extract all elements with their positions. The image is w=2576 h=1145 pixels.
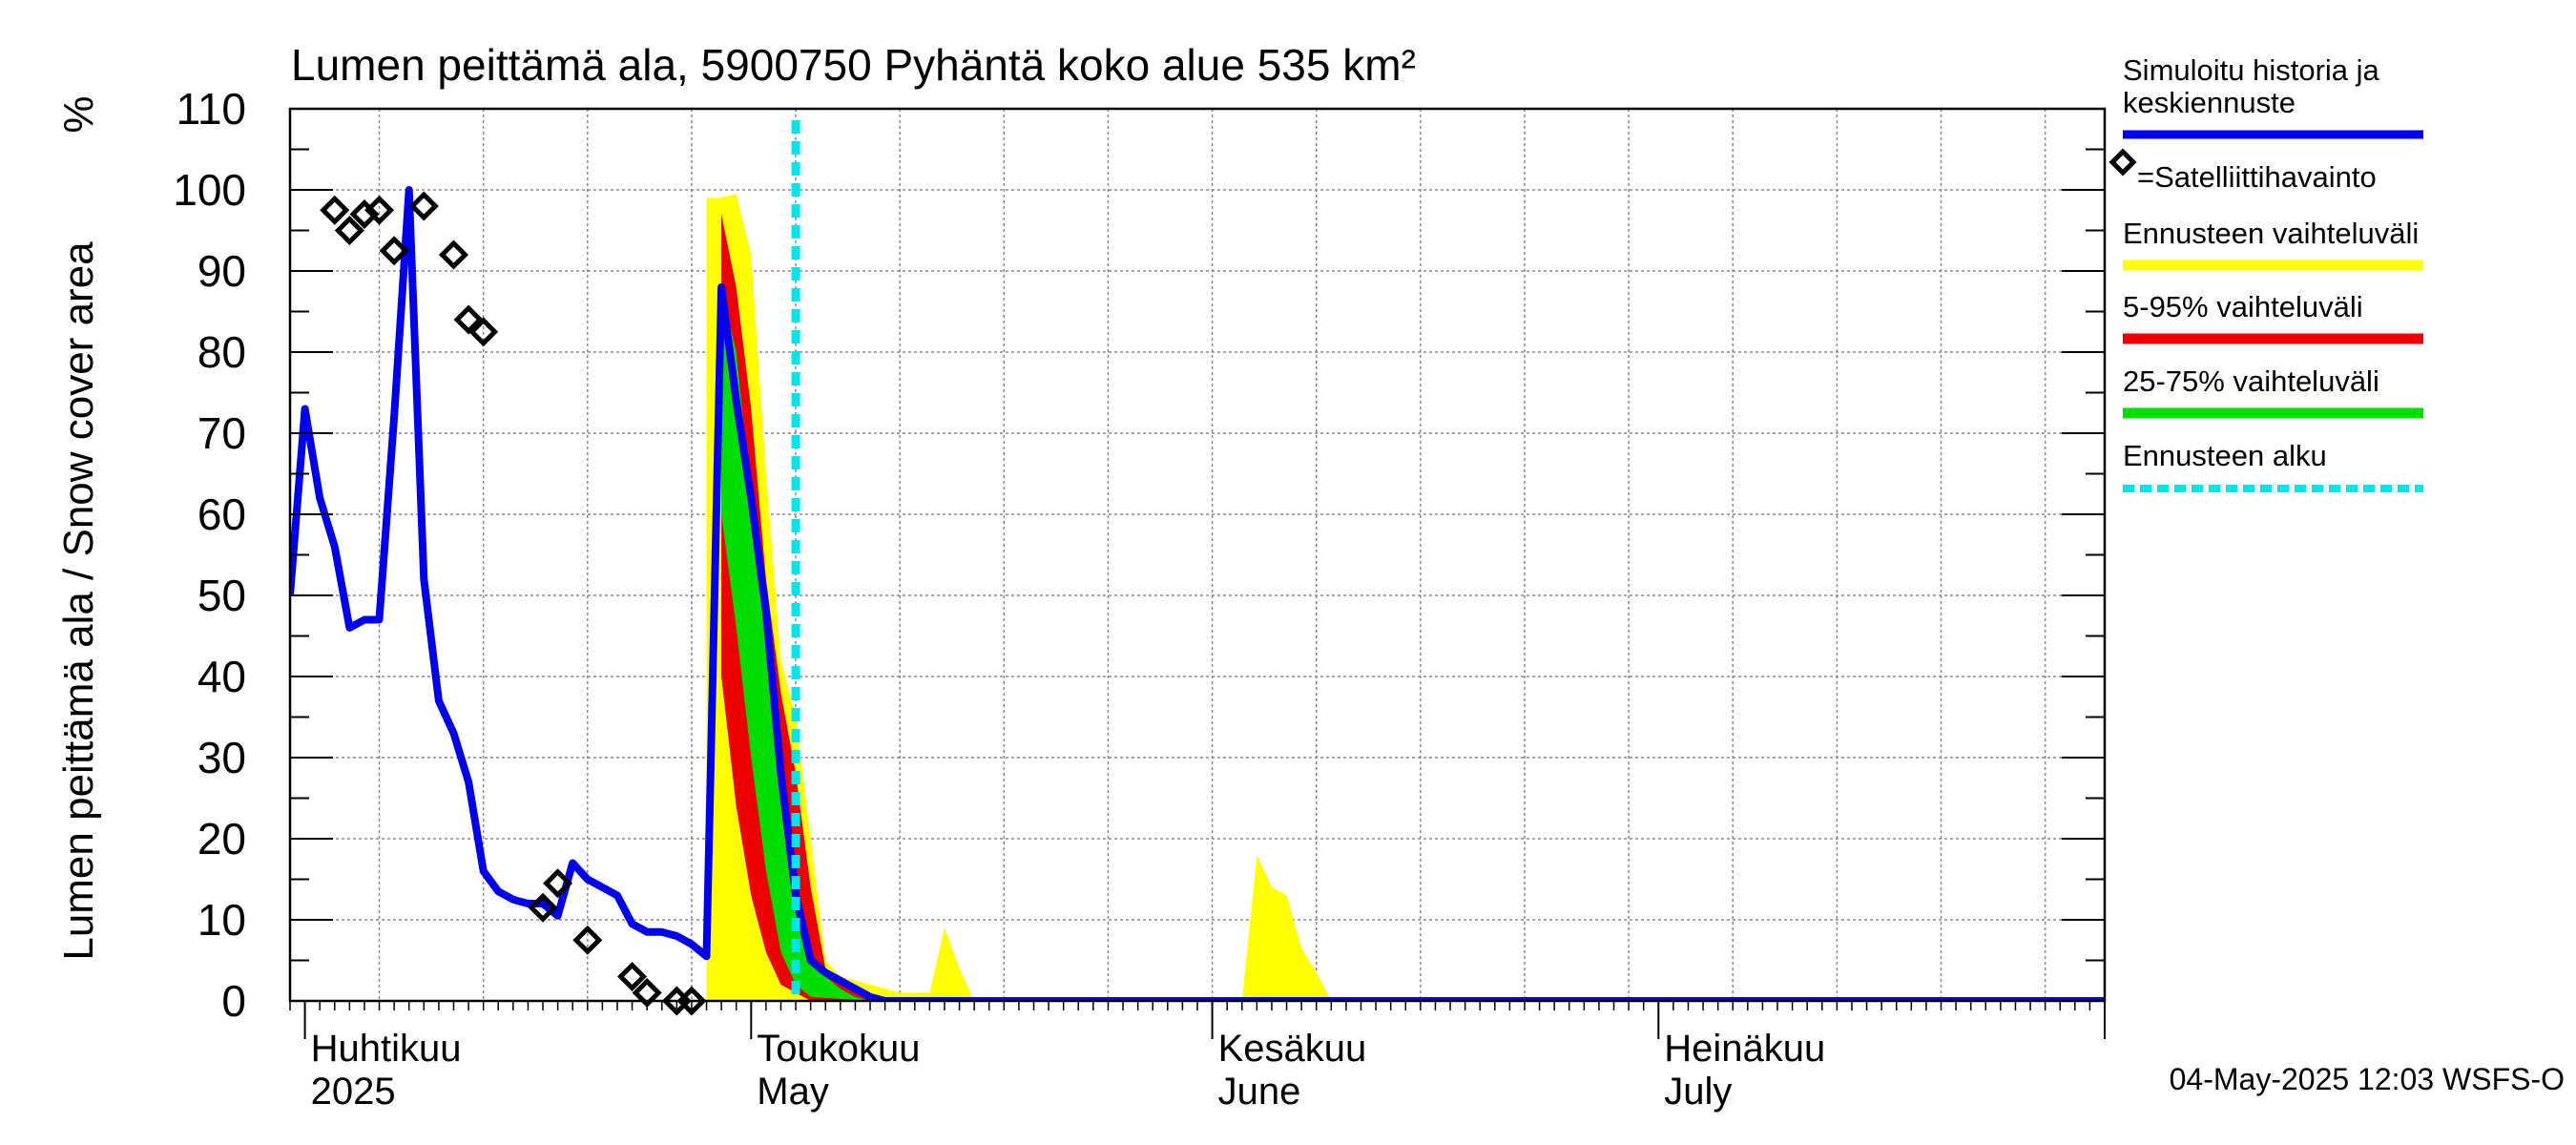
satellite-point (543, 868, 573, 899)
y-axis-label: Lumen peittämä ala / Snow cover area (55, 241, 102, 961)
legend-label: =Satelliittihavainto (2137, 160, 2377, 194)
satellite-point (453, 304, 484, 335)
legend-label: Ennusteen vaihteluväli (2123, 217, 2419, 250)
x-month-label: Kesäkuu (1218, 1028, 1367, 1070)
legend-diamond-icon (2109, 148, 2137, 177)
x-month-label: Toukokuu (757, 1028, 920, 1070)
satellite-point (379, 236, 409, 266)
y-tick-label: 110 (177, 84, 246, 134)
y-tick-label: 10 (197, 895, 246, 945)
satellite-point (468, 317, 499, 347)
y-tick-label: 80 (197, 327, 246, 377)
y-axis-unit: % (55, 95, 102, 133)
y-tick-label: 70 (197, 408, 246, 458)
y-tick-label: 50 (197, 571, 246, 620)
y-tick-label: 90 (197, 246, 246, 296)
y-tick-label: 0 (221, 976, 246, 1026)
chart-title: Lumen peittämä ala, 5900750 Pyhäntä koko… (291, 40, 1416, 90)
satellite-point (572, 925, 603, 955)
satellite-point (334, 215, 364, 246)
satellite-point (438, 239, 469, 270)
satellite-point (349, 198, 380, 230)
forecast-bands (706, 194, 2105, 1001)
band-25-75-vaihteluv-li (721, 287, 870, 1001)
x-month-label-en: July (1664, 1071, 1732, 1113)
x-month-label-en: 2025 (311, 1071, 396, 1113)
legend-label: Simuloitu historia ja (2123, 53, 2380, 87)
legend-label: 5-95% vaihteluväli (2123, 290, 2363, 323)
satellite-point (676, 986, 707, 1016)
x-month-label: Huhtikuu (311, 1028, 462, 1070)
satellite-point (408, 191, 439, 221)
x-month-label-en: May (757, 1071, 829, 1113)
satellite-observations (320, 191, 707, 1016)
y-tick-label: 30 (197, 733, 246, 782)
satellite-point (364, 195, 395, 225)
legend-label: Ennusteen alku (2123, 439, 2327, 472)
satellite-point (617, 961, 648, 992)
legend-label: keskiennuste (2123, 86, 2296, 119)
y-tick-label: 100 (173, 165, 246, 215)
satellite-point (528, 892, 558, 923)
plot-frame (288, 107, 2107, 1003)
y-tick-label: 60 (197, 489, 246, 539)
y-tick-label: 40 (197, 652, 246, 701)
x-month-label-en: June (1218, 1071, 1301, 1113)
timestamp: 04-May-2025 12:03 WSFS-O (2170, 1062, 2565, 1096)
satellite-point (320, 195, 350, 225)
legend-label: 25-75% vaihteluväli (2123, 364, 2379, 398)
x-month-label: Heinäkuu (1664, 1028, 1825, 1070)
y-tick-label: 20 (197, 814, 246, 864)
